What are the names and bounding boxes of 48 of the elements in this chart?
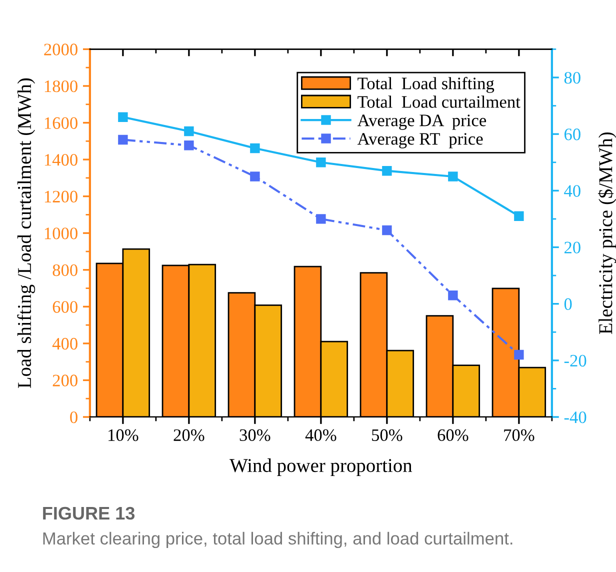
- x-tick-label: 70%: [504, 429, 534, 442]
- point: [514, 211, 524, 221]
- y-axis-title: Load shifting /Load curtailment (MWh): [17, 78, 36, 388]
- y-tick-label: 600: [52, 301, 78, 313]
- x-tick-label: 20%: [174, 429, 204, 442]
- y-tick-label: 400: [52, 338, 78, 350]
- point: [382, 166, 392, 176]
- y-tick-label: 1400: [44, 154, 78, 166]
- legend-label: Average DA price: [357, 114, 486, 130]
- y2-tick-label: 20: [564, 242, 580, 254]
- point: [184, 126, 194, 136]
- point: [118, 112, 128, 122]
- x-tick-label: 30%: [240, 429, 270, 442]
- point: [250, 172, 260, 182]
- legend-label: Average RT price: [357, 133, 483, 148]
- y-tick-label: 0: [70, 411, 78, 424]
- y-tick-label: 1800: [44, 80, 78, 92]
- x-tick-label: 60%: [438, 429, 468, 442]
- y2-tick-label: 60: [564, 128, 580, 140]
- point: [184, 140, 194, 150]
- y-tick-label: 1200: [44, 190, 78, 203]
- point: [316, 158, 326, 168]
- y2-tick-label: 0: [564, 298, 572, 310]
- point: [382, 225, 392, 236]
- point: [118, 134, 128, 145]
- legend-label: Total Load shifting: [358, 76, 494, 93]
- y2-tick-label: 40: [564, 185, 580, 197]
- x-tick-label: 50%: [372, 429, 402, 442]
- y2-tick-label: 80: [564, 72, 580, 84]
- y-tick-label: 200: [52, 374, 78, 386]
- y-tick-label: 800: [52, 264, 78, 276]
- y-tick-label: 1600: [44, 117, 78, 129]
- y-tick-label: 2000: [44, 44, 78, 56]
- point: [514, 350, 524, 360]
- legend-label: Total Load curtailment: [358, 96, 520, 108]
- point: [448, 172, 458, 182]
- point: [448, 290, 458, 300]
- y2-tick-label: -40: [564, 411, 586, 424]
- y-tick-label: 1000: [44, 228, 78, 240]
- text: Market clearing price, total load shifting, and load curtailment.: [43, 532, 512, 548]
- y2-tick-label: -20: [564, 354, 586, 367]
- point: [316, 214, 326, 224]
- x-axis-title: Wind power proportion: [230, 458, 412, 476]
- x-tick-label: 10%: [108, 429, 138, 442]
- y2-axis-title: Electricity price ($/MWh): [598, 132, 616, 334]
- x-tick-label: 40%: [305, 429, 336, 442]
- point: [250, 143, 260, 154]
- caption: FIGURE 13: [43, 506, 135, 520]
